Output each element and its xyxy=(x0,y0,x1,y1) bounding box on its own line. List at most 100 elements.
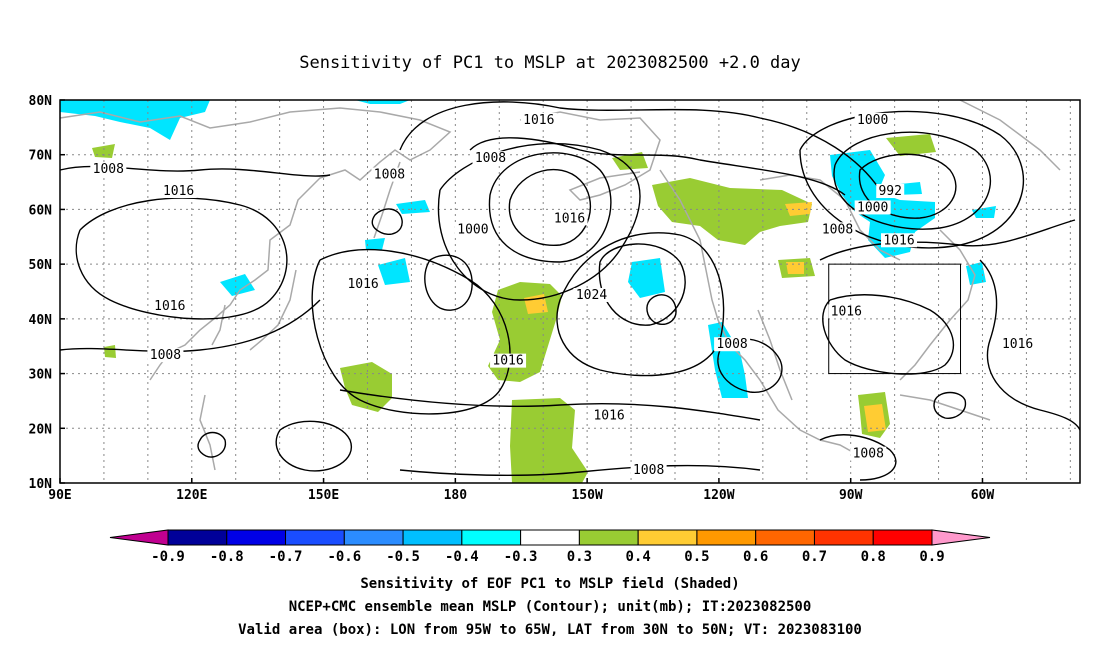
coast-mexico xyxy=(757,309,793,401)
colorbar-box xyxy=(226,529,287,546)
contour-1008-gulf xyxy=(819,434,897,481)
valid-area-box xyxy=(828,263,962,375)
colorbar-left-arrow xyxy=(109,529,169,546)
contour-label-bg xyxy=(828,304,865,319)
contour-label-bg xyxy=(999,337,1036,352)
colorbar-label: 0.9 xyxy=(919,549,944,565)
colorbar-label: -0.5 xyxy=(386,549,420,565)
contour-1000-low xyxy=(508,168,591,246)
coast-greenland xyxy=(959,99,1061,171)
contour-1008-south xyxy=(399,464,761,477)
pos-patch-5 xyxy=(510,398,588,483)
contour-label-bg xyxy=(520,112,557,127)
colorbar-labels: -0.9 -0.8 -0.7 -0.6 -0.5 -0.4 -0.3 0.3 0.4 0.5 0.6… xyxy=(151,549,945,565)
contour-label: 1008 xyxy=(633,463,664,478)
lon-label: 180 xyxy=(444,488,468,503)
contour-label-bg xyxy=(490,353,527,368)
contour-label: 1000 xyxy=(457,222,488,237)
lat-label: 30N xyxy=(29,368,53,383)
pos-patch-7 xyxy=(652,178,812,245)
contour-label: 1000 xyxy=(857,200,888,215)
colorbar-box xyxy=(285,529,345,546)
map-frame xyxy=(59,99,1081,484)
contour-1016-west xyxy=(75,197,288,320)
contour-label: 992 xyxy=(878,184,901,199)
colorbar-box xyxy=(167,529,228,546)
contour-low-atlantic-2 xyxy=(833,131,992,230)
contour-labels: 1016100810081008101610001016100099210001… xyxy=(90,112,1036,478)
neg-patch-5 xyxy=(628,258,665,298)
pos-patch-3 xyxy=(340,362,392,412)
contour-label-bg xyxy=(147,348,184,363)
contour-small-3 xyxy=(275,420,353,472)
contour-small-6 xyxy=(646,294,677,326)
colorbar-label: -0.3 xyxy=(504,549,538,565)
high-patch-4 xyxy=(864,404,886,432)
contour-label-bg xyxy=(454,222,491,237)
contour-label-bg xyxy=(850,446,887,461)
contour-label: 1008 xyxy=(716,337,747,352)
contour-1016-north xyxy=(399,101,881,191)
colorbar-box xyxy=(343,529,404,546)
pos-patch-6 xyxy=(612,152,648,170)
colorbar-label: 0.5 xyxy=(684,549,709,565)
contour-label: 1016 xyxy=(1002,337,1033,352)
contour-small-4 xyxy=(371,208,403,236)
contour-1008-sw xyxy=(59,299,321,353)
colorbar-label: -0.4 xyxy=(445,549,479,565)
pos-patch-10 xyxy=(886,134,936,156)
lon-label: 150E xyxy=(308,488,339,503)
colorbar-label: -0.8 xyxy=(210,549,244,565)
colorbar-right-arrow xyxy=(931,529,991,546)
colorbar-box xyxy=(461,529,522,546)
contour-label-bg xyxy=(345,277,382,292)
contour-1008-east xyxy=(717,338,783,393)
neg-patch-1 xyxy=(220,274,255,296)
contour-1008-low xyxy=(488,152,612,263)
contour-small-2 xyxy=(197,431,227,458)
contour-label-bg xyxy=(90,162,127,177)
contour-label: 1008 xyxy=(475,151,506,166)
colorbar-label: 0.8 xyxy=(861,549,886,565)
lon-label: 120W xyxy=(703,488,734,503)
coast-japan xyxy=(249,269,297,351)
pos-patch-2 xyxy=(104,345,116,358)
colorbar-label: -0.9 xyxy=(151,549,185,565)
colorbar xyxy=(109,529,991,546)
coast-n-america xyxy=(659,169,881,459)
coast-alaska xyxy=(519,111,661,201)
lon-label: 90W xyxy=(839,488,863,503)
contour-label-bg xyxy=(371,167,408,182)
contour-label: 1008 xyxy=(93,162,124,177)
colorbar-label: 0.7 xyxy=(802,549,827,565)
caption-line-2: NCEP+CMC ensemble mean MSLP (Contour); u… xyxy=(289,599,812,615)
caption-line-3: Valid area (box): LON from 95W to 65W, L… xyxy=(238,622,862,638)
lat-label: 80N xyxy=(29,94,53,109)
contour-label-bg xyxy=(854,112,891,127)
lon-label: 120E xyxy=(176,488,207,503)
mslp-contours xyxy=(59,101,1081,481)
lat-label: 40N xyxy=(29,313,53,328)
colorbar-box xyxy=(402,529,463,546)
lat-label: 50N xyxy=(29,258,53,273)
contour-label: 1016 xyxy=(347,277,378,292)
colorbar-label: 0.6 xyxy=(743,549,768,565)
colorbar-label: 0.3 xyxy=(567,549,592,565)
contour-label: 1016 xyxy=(831,304,862,319)
contour-1016-central xyxy=(311,248,511,415)
contour-label: 1016 xyxy=(154,299,185,314)
colorbar-label: 0.4 xyxy=(626,549,651,565)
contour-label: 1016 xyxy=(554,211,585,226)
coast-caribbean xyxy=(899,394,991,421)
contour-label-bg xyxy=(876,184,905,199)
lat-label: 10N xyxy=(29,477,53,492)
contour-1016-south xyxy=(339,389,761,421)
contour-label-bg xyxy=(854,200,891,215)
colorbar-box xyxy=(755,529,815,546)
longitude-axis: 90E 120E 150E 180 150W 120W 90W 60W xyxy=(48,478,994,503)
lon-label: 60W xyxy=(971,488,995,503)
contour-label-bg xyxy=(551,211,588,226)
contour-label: 1008 xyxy=(374,168,405,183)
contour-label-bg xyxy=(714,337,751,352)
caption-line-1: Sensitivity of EOF PC1 to MSLP field (Sh… xyxy=(360,576,739,592)
